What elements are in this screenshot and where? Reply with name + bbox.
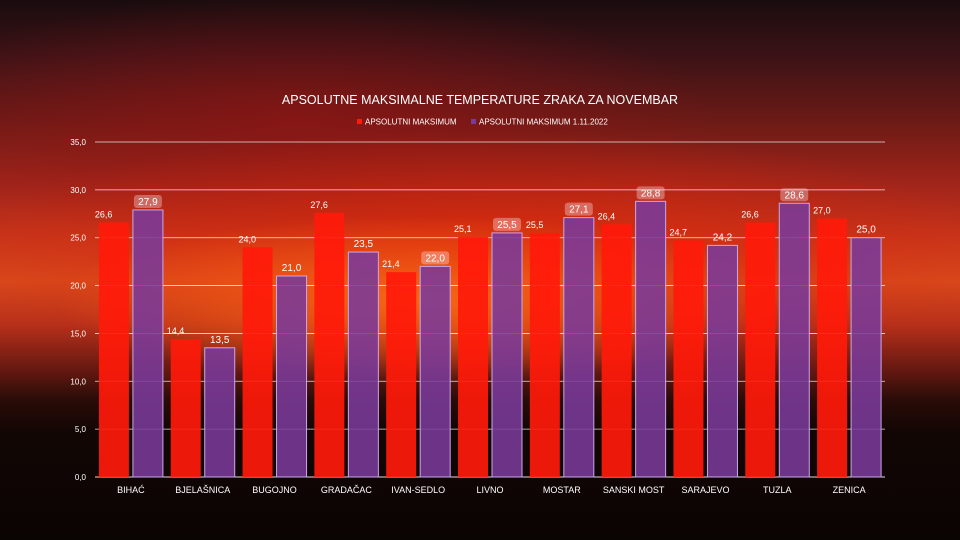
data-label-highlight [780,188,809,202]
bar-apsolutni-maksimum-2022-3 [347,251,379,478]
bar-apsolutni-maksimum-2022-7 [635,200,667,478]
bar-apsolutni-maksimum-8 [673,240,704,477]
y-tick-label: 25,0 [70,234,86,243]
bar-apsolutni-maksimum-2022-0 [132,209,164,478]
bar-apsolutni-maksimum-2022-4 [419,265,451,478]
data-label: 27,6 [310,200,328,210]
data-label: 24,7 [669,228,687,238]
x-category-label: BIHAĆ [117,485,145,495]
x-category-label: MOSTAR [543,485,581,495]
data-label-highlight [133,194,162,208]
bar-apsolutni-maksimum-2022-1 [204,347,236,478]
data-label: 25,0 [856,225,876,236]
data-label: 24,2 [713,232,733,243]
bar-apsolutni-maksimum-2022-5 [491,232,523,478]
y-tick-label: 0,0 [75,473,87,482]
data-label: 14,4 [167,326,185,336]
data-label: 27,1 [569,205,589,216]
x-category-label: BUGOJNO [252,485,297,495]
legend: APSOLUTNI MAKSIMUM APSOLUTNI MAKSIMUM 1.1… [357,118,608,127]
bar-apsolutni-maksimum-0 [98,222,129,477]
bar-apsolutni-maksimum-2022-10 [850,237,882,478]
x-category-label: SARAJEVO [681,485,729,495]
bar-apsolutni-maksimum-2022-2 [276,275,308,478]
legend-label-2: APSOLUTNI MAKSIMUM 1.11.2022 [479,118,608,127]
data-label: 25,5 [497,220,517,231]
x-category-label: ZENICA [833,485,866,495]
legend-swatch-1 [357,119,362,124]
data-label: 26,6 [741,209,759,219]
x-category-label: IVAN-SEDLO [391,485,445,495]
bar-apsolutni-maksimum-6 [529,232,560,477]
bar-apsolutni-maksimum-2022-9 [778,202,810,478]
bar-apsolutni-maksimum-4 [386,272,417,477]
data-label: 21,4 [382,259,400,269]
x-category-label: TUZLA [763,485,792,495]
x-category-label: GRADAČAC [321,485,373,495]
y-tick-label: 15,0 [70,329,86,338]
data-labels: 26,6 27,9 14,4 13,5 24,0 21,0 27,6 23,5 21,4 22,0… [95,186,876,346]
data-label: 13,5 [210,335,230,346]
bar-apsolutni-maksimum-1 [170,339,201,477]
data-label-highlight [421,251,450,265]
data-label: 27,9 [138,197,158,208]
bar-apsolutni-maksimum-7 [601,224,632,477]
y-tick-label: 20,0 [70,282,86,291]
data-label: 26,6 [95,209,113,219]
data-label: 24,0 [239,234,257,244]
bar-apsolutni-maksimum-2022-8 [706,244,738,478]
y-tick-label: 30,0 [70,186,86,195]
data-label: 22,0 [425,253,445,264]
x-category-label: SANSKI MOST [603,485,665,495]
y-axis: 0,0 5,0 10,0 15,0 20,0 25,0 30,0 35,0 [70,138,86,482]
legend-swatch-2 [471,119,476,124]
data-label-highlight [636,186,665,200]
data-label: 26,4 [598,211,616,221]
x-category-label: LIVNO [476,485,503,495]
data-label: 28,8 [641,188,661,199]
data-label: 28,6 [785,190,805,201]
x-category-label: BJELAŠNICA [175,485,230,495]
data-label: 23,5 [354,239,374,250]
bar-apsolutni-maksimum-2022-6 [563,217,595,478]
bar-apsolutni-maksimum-5 [458,236,488,477]
bar-apsolutni-maksimum-2 [242,247,273,477]
bars [98,200,882,478]
y-tick-label: 35,0 [70,138,86,147]
bar-apsolutni-maksimum-10 [817,218,848,478]
data-label: 25,5 [526,220,544,230]
data-label: 27,0 [813,206,831,216]
data-label-highlight [493,217,521,231]
bar-apsolutni-maksimum-9 [745,222,776,477]
data-label: 25,1 [454,224,472,234]
data-label-highlight [564,202,593,216]
x-axis: BIHAĆ BJELAŠNICA BUGOJNO GRADAČAC IVAN-SEDLO… [117,485,865,495]
bar-apsolutni-maksimum-3 [314,212,345,478]
data-label: 21,0 [282,263,302,274]
y-tick-label: 5,0 [75,425,87,434]
legend-label-1: APSOLUTNI MAKSIMUM [365,118,457,127]
y-tick-label: 10,0 [70,377,86,386]
chart-title: APSOLUTNE MAKSIMALNE TEMPERATURE ZRAKA Z… [282,93,678,107]
